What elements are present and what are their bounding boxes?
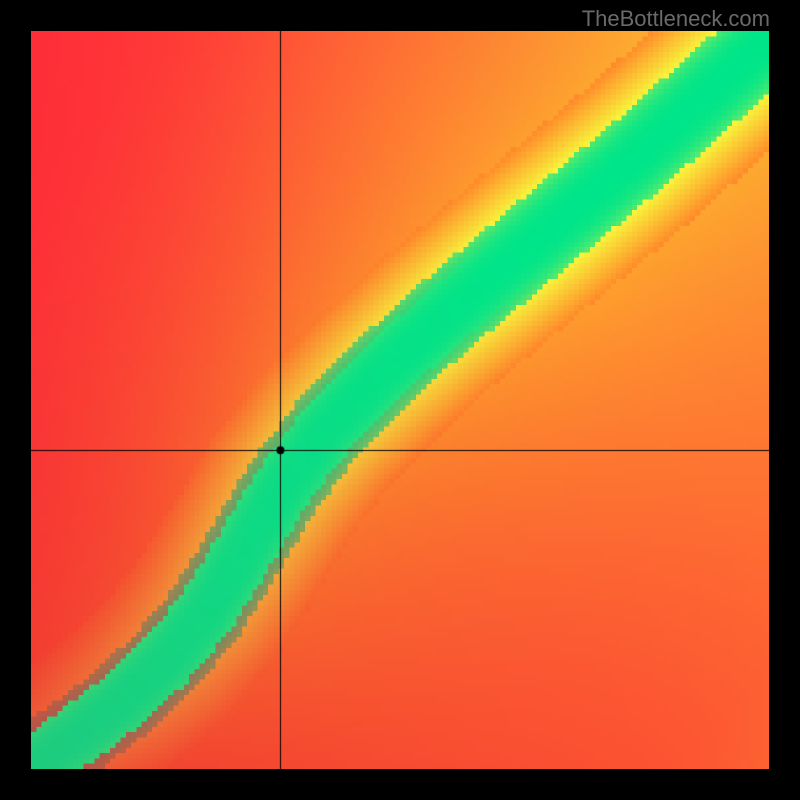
crosshair-overlay <box>31 31 769 769</box>
figure-frame: TheBottleneck.com <box>0 0 800 800</box>
watermark-text: TheBottleneck.com <box>582 6 770 32</box>
heatmap-plot <box>31 31 769 769</box>
